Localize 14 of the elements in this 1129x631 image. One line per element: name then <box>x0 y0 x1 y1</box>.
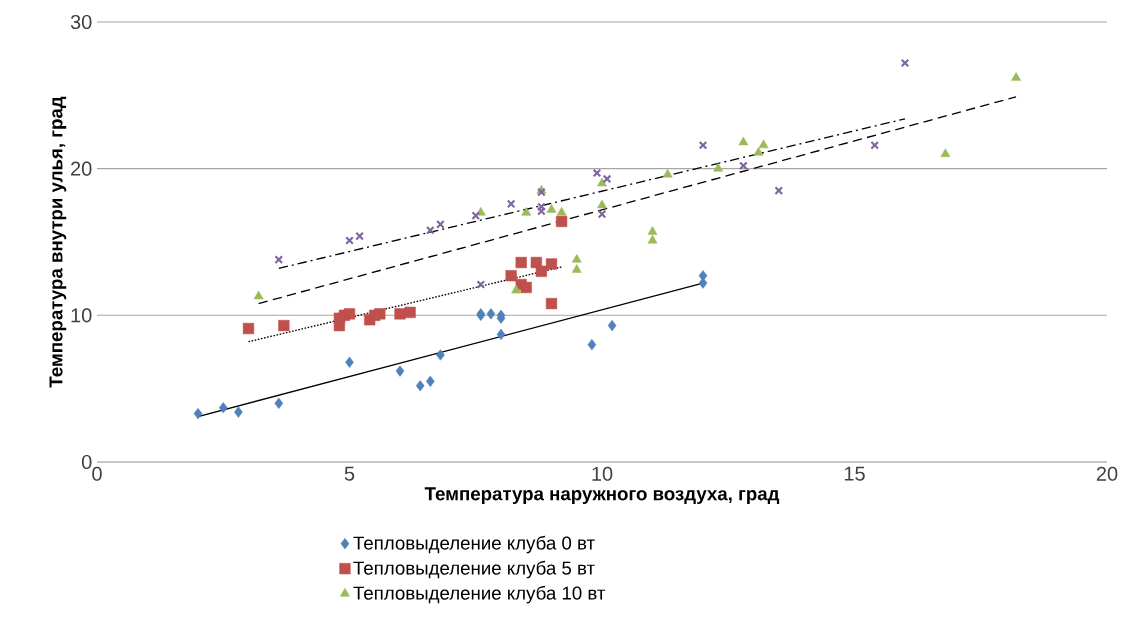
y-tick-label: 0 <box>81 454 92 470</box>
y-tick-label: 20 <box>71 161 92 176</box>
x-tick-label: 20 <box>1096 466 1118 481</box>
legend-label: Тепловыделение клуба 5 вт <box>353 560 595 579</box>
x-tick-label: 0 <box>92 466 102 481</box>
x-tick-label: 15 <box>844 466 865 481</box>
x-axis-title: Температура наружного воздуха, град <box>424 487 780 505</box>
y-tick-label: 10 <box>71 308 92 323</box>
x-tick-label: 10 <box>592 466 613 481</box>
x-tick-label: 5 <box>344 466 355 481</box>
legend-label: Тепловыделение клуба 0 вт <box>353 535 595 554</box>
y-tick-label: 30 <box>70 14 92 30</box>
y-axis-title: Температура внутри улья, град <box>49 96 67 388</box>
legend-label: Тепловыделение клуба 10 вт <box>353 585 606 604</box>
